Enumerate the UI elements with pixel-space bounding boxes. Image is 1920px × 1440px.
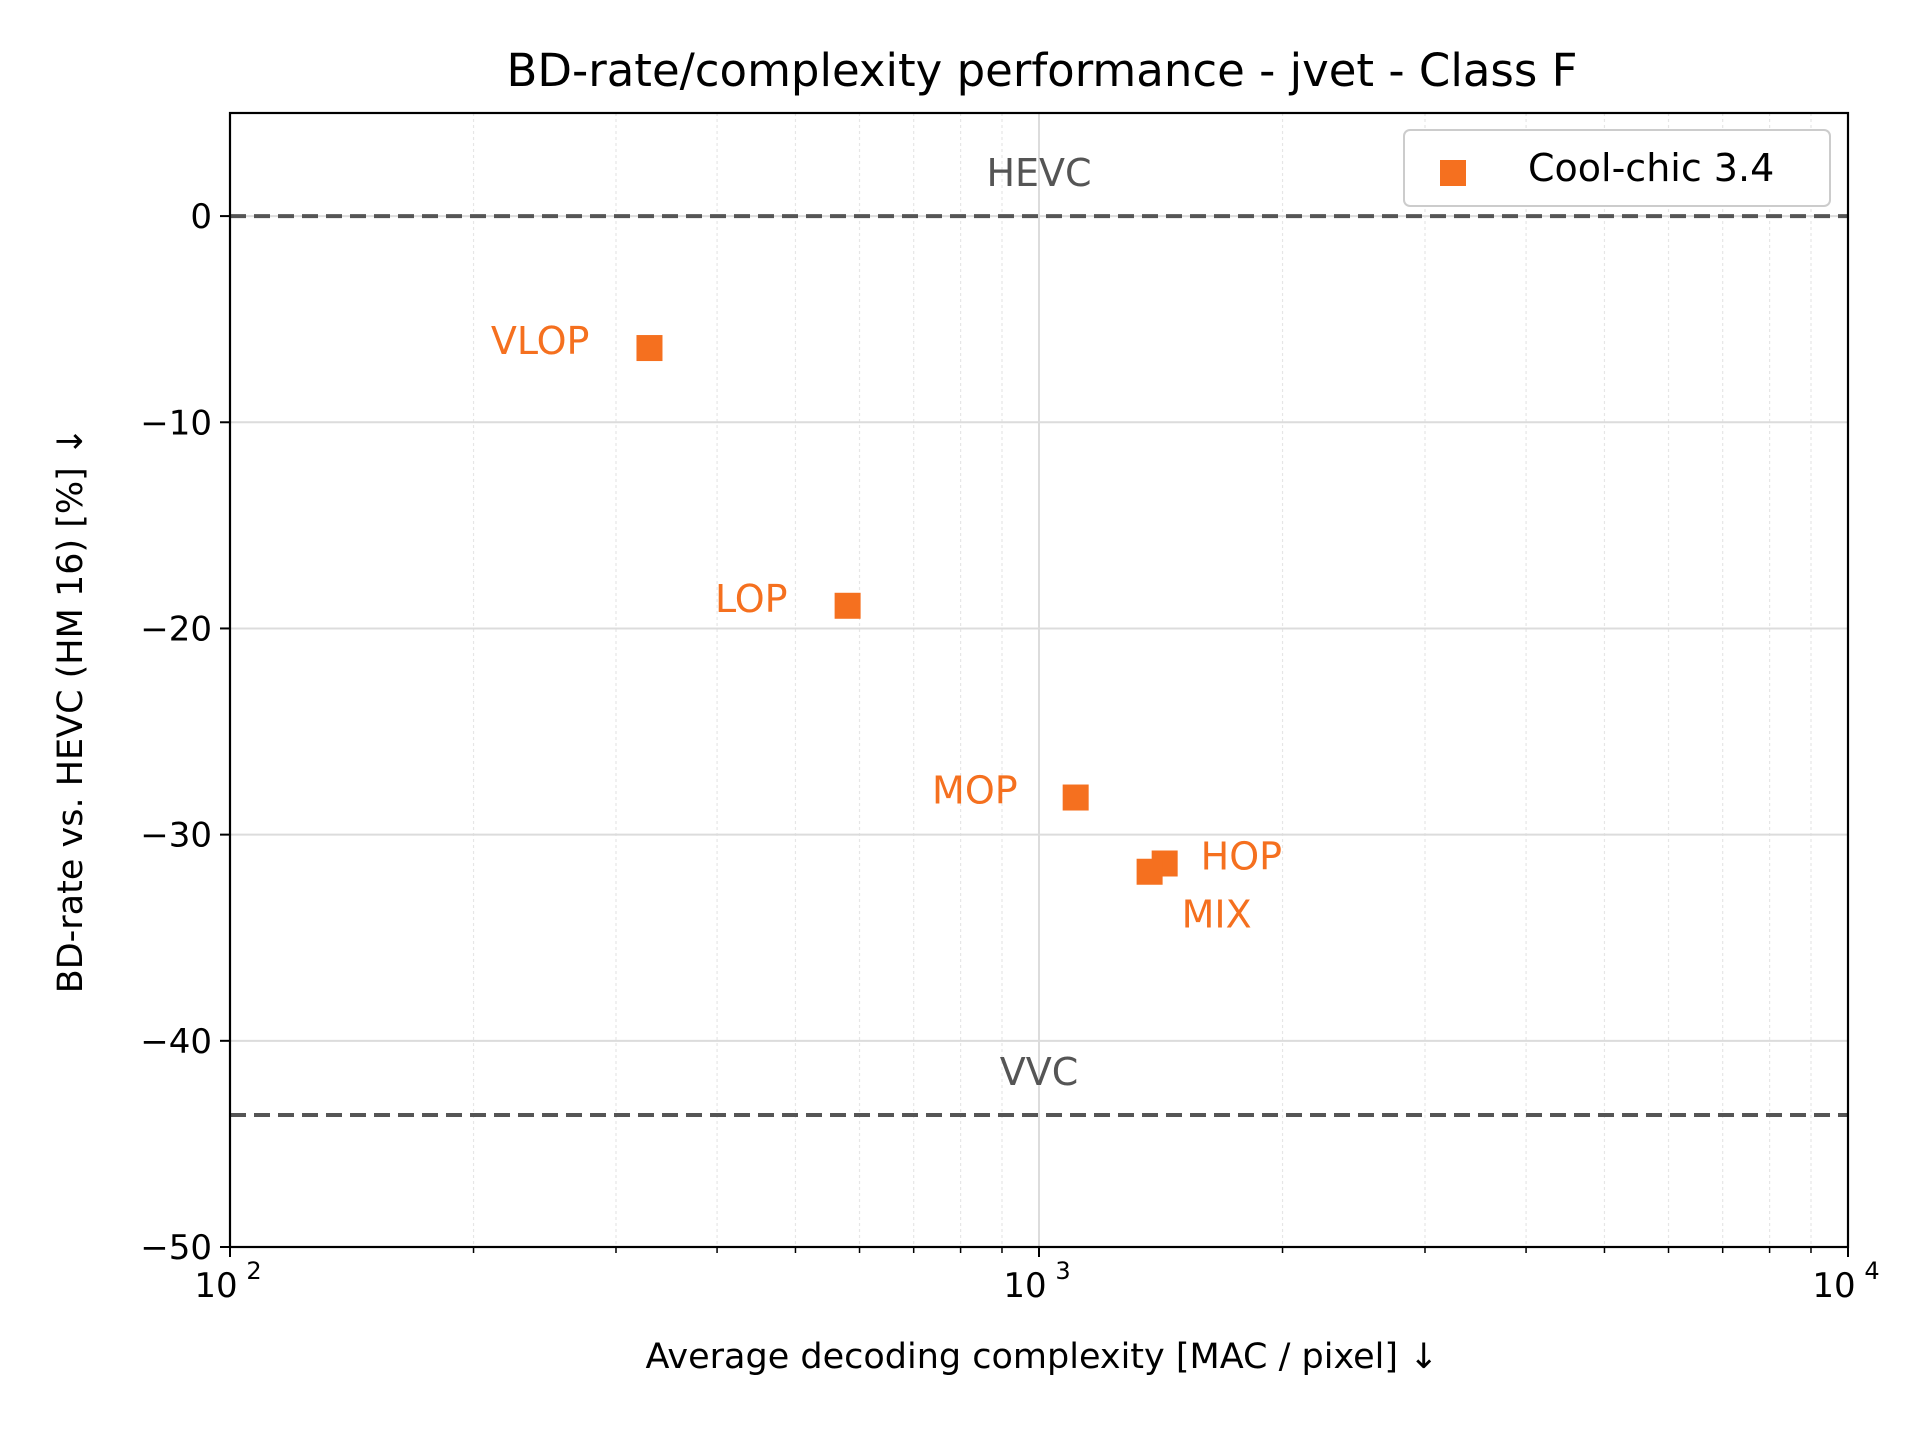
x-tick-label: 10 bbox=[1003, 1266, 1046, 1306]
y-axis-label: BD-rate vs. HEVC (HM 16) [%] ↓ bbox=[51, 427, 91, 994]
y-tick-label: −40 bbox=[140, 1022, 212, 1062]
data-point bbox=[1062, 784, 1089, 811]
legend[interactable]: Cool-chic 3.4 bbox=[1403, 129, 1831, 207]
x-tick-exponent: 3 bbox=[1055, 1257, 1070, 1285]
axes: 10 2 10 3 10 4 0 −10 −20 −30 −40 −50 bbox=[140, 197, 1879, 1306]
x-tick-exponent: 2 bbox=[246, 1257, 261, 1285]
reference-label: HEVC bbox=[986, 151, 1091, 195]
y-tick-label: 0 bbox=[190, 197, 212, 237]
data-points: VLOP LOP MOP HOP MIX bbox=[491, 319, 1282, 937]
x-tick-exponent: 4 bbox=[1864, 1257, 1879, 1285]
y-tick-label: −30 bbox=[140, 816, 212, 856]
data-point bbox=[834, 592, 861, 619]
y-tick-label: −50 bbox=[140, 1228, 212, 1268]
y-tick-label: −10 bbox=[140, 403, 212, 443]
data-label: MIX bbox=[1182, 893, 1252, 937]
reference-label: VVC bbox=[1000, 1050, 1079, 1094]
x-tick-label: 10 bbox=[194, 1266, 237, 1306]
y-tick-label: −20 bbox=[140, 609, 212, 649]
legend-marker bbox=[1440, 160, 1466, 186]
legend-label: Cool-chic 3.4 bbox=[1528, 146, 1774, 190]
data-label: VLOP bbox=[491, 319, 590, 363]
reference-lines: HEVC VVC bbox=[230, 151, 1848, 1118]
data-label: MOP bbox=[932, 769, 1018, 813]
data-label: HOP bbox=[1201, 835, 1282, 879]
x-axis-label: Average decoding complexity [MAC / pixel… bbox=[646, 1337, 1439, 1377]
data-point bbox=[1136, 858, 1163, 885]
legend-box bbox=[1403, 129, 1831, 207]
data-label: LOP bbox=[715, 577, 788, 621]
chart-title: BD-rate/complexity performance - jvet - … bbox=[506, 44, 1577, 97]
x-tick-label: 10 bbox=[1812, 1266, 1855, 1306]
data-point bbox=[636, 335, 663, 362]
